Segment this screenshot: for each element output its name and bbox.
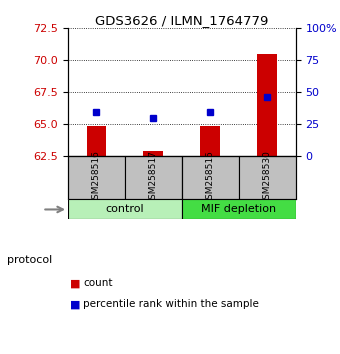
Text: count: count xyxy=(83,278,113,288)
Bar xyxy=(239,156,296,199)
Text: GSM258516: GSM258516 xyxy=(92,150,101,205)
Text: GSM258530: GSM258530 xyxy=(263,150,272,205)
Bar xyxy=(182,156,239,199)
Text: MIF depletion: MIF depletion xyxy=(201,205,276,215)
Bar xyxy=(257,54,277,156)
Bar xyxy=(68,156,125,199)
Bar xyxy=(200,126,220,156)
Bar xyxy=(143,151,164,156)
Bar xyxy=(182,199,296,219)
Text: percentile rank within the sample: percentile rank within the sample xyxy=(83,299,259,309)
Text: ■: ■ xyxy=(70,299,80,309)
Text: ■: ■ xyxy=(70,278,80,288)
Bar xyxy=(68,199,182,219)
Bar xyxy=(86,126,106,156)
Title: GDS3626 / ILMN_1764779: GDS3626 / ILMN_1764779 xyxy=(95,14,269,27)
Text: GSM258517: GSM258517 xyxy=(149,150,158,205)
Text: control: control xyxy=(106,205,144,215)
Bar xyxy=(125,156,182,199)
Text: GSM258515: GSM258515 xyxy=(206,150,215,205)
Text: protocol: protocol xyxy=(7,255,52,265)
